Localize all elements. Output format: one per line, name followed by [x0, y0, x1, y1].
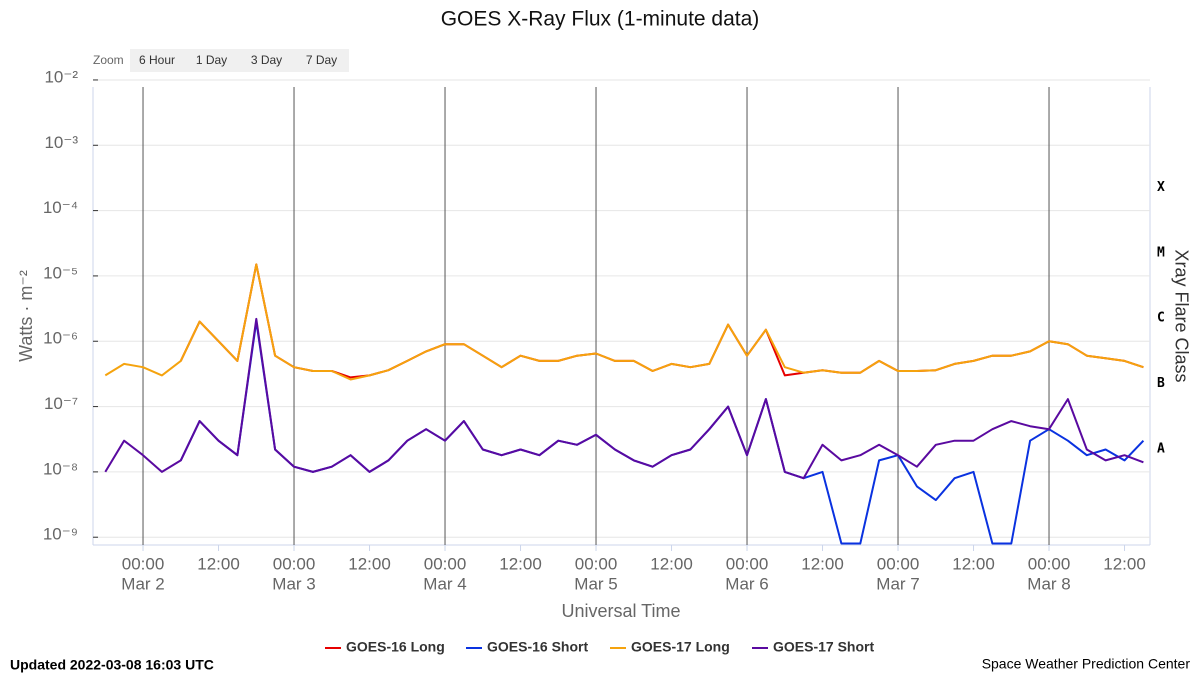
- x-tick-label: 12:00: [801, 554, 844, 573]
- x-tick-label: 12:00: [197, 554, 240, 573]
- legend-label: GOES-16 Short: [487, 639, 588, 655]
- zoom-button[interactable]: 3 Day: [239, 49, 294, 72]
- flare-class-label: X: [1157, 180, 1165, 195]
- y-tick-label: 10⁻⁸: [43, 459, 78, 478]
- y-tick-label: 10⁻⁷: [44, 394, 78, 413]
- x-tick-label: 12:00: [348, 554, 391, 573]
- x-tick-label: 00:00: [726, 554, 769, 573]
- y2-axis-title: Xray Flare Class: [1171, 249, 1191, 382]
- updated-text: Updated 2022-03-08 16:03 UTC: [10, 657, 214, 673]
- x-tick-date: Mar 6: [725, 574, 768, 593]
- zoom-label: Zoom: [93, 53, 124, 67]
- x-tick-label: 12:00: [1103, 554, 1146, 573]
- x-tick-date: Mar 3: [272, 574, 315, 593]
- y-axis-title: Watts · m⁻²: [16, 270, 36, 362]
- zoom-button-bg: [130, 49, 184, 72]
- x-tick-label: 12:00: [952, 554, 995, 573]
- flare-class-label: C: [1157, 311, 1165, 326]
- zoom-button-label: 1 Day: [196, 53, 227, 67]
- x-tick-label: 00:00: [877, 554, 920, 573]
- zoom-button-bg: [294, 49, 349, 72]
- x-tick-label: 00:00: [424, 554, 467, 573]
- legend-label: GOES-16 Long: [346, 639, 445, 655]
- zoom-button-label: 7 Day: [306, 53, 337, 67]
- x-tick-date: Mar 8: [1027, 574, 1070, 593]
- x-tick-date: Mar 4: [423, 574, 466, 593]
- zoom-button-bg: [239, 49, 294, 72]
- x-tick-label: 12:00: [499, 554, 542, 573]
- legend-item[interactable]: GOES-16 Long: [325, 639, 445, 655]
- x-tick-date: Mar 2: [121, 574, 164, 593]
- x-tick-label: 00:00: [575, 554, 618, 573]
- legend-item[interactable]: GOES-16 Short: [466, 639, 588, 655]
- zoom-button-label: 6 Hour: [139, 53, 175, 67]
- x-tick-date: Mar 7: [876, 574, 919, 593]
- zoom-button-bg: [184, 49, 239, 72]
- x-axis-title: Universal Time: [561, 601, 680, 621]
- zoom-button-label: 3 Day: [251, 53, 282, 67]
- flare-class-label: M: [1157, 245, 1165, 260]
- series-line: [104, 317, 1144, 480]
- y-tick-label: 10⁻³: [44, 133, 78, 152]
- x-tick-label: 00:00: [122, 554, 165, 573]
- zoom-button[interactable]: 7 Day: [294, 49, 349, 72]
- flare-class-label: B: [1157, 376, 1165, 391]
- zoom-button[interactable]: 1 Day: [184, 49, 239, 72]
- x-tick-date: Mar 5: [574, 574, 617, 593]
- y-tick-label: 10⁻⁴: [43, 198, 78, 217]
- y-tick-label: 10⁻⁶: [43, 329, 78, 348]
- zoom-button[interactable]: 6 Hour: [130, 49, 184, 72]
- x-tick-label: 12:00: [650, 554, 693, 573]
- legend-item[interactable]: GOES-17 Long: [610, 639, 730, 655]
- credit-text: Space Weather Prediction Center: [982, 656, 1191, 672]
- y-tick-label: 10⁻⁹: [43, 525, 78, 544]
- legend-label: GOES-17 Long: [631, 639, 730, 655]
- y-tick-label: 10⁻²: [44, 67, 78, 86]
- flare-class-label: A: [1157, 441, 1165, 456]
- x-tick-label: 00:00: [273, 554, 316, 573]
- chart-title: GOES X-Ray Flux (1-minute data): [441, 8, 760, 31]
- legend-label: GOES-17 Short: [773, 639, 874, 655]
- x-tick-label: 00:00: [1028, 554, 1071, 573]
- legend-item[interactable]: GOES-17 Short: [752, 639, 874, 655]
- y-tick-label: 10⁻⁵: [43, 263, 78, 282]
- series-line: [104, 263, 1144, 381]
